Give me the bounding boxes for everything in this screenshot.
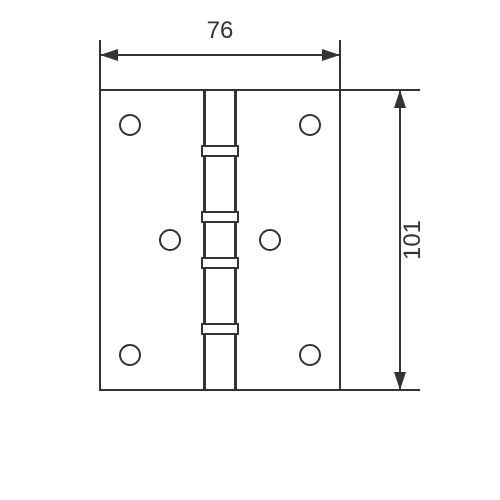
screw-hole — [300, 115, 320, 135]
hinge-leaf-right — [236, 90, 340, 390]
dim-arrow — [394, 372, 406, 390]
knuckle-segment — [205, 222, 235, 258]
dim-label-height: 101 — [399, 220, 426, 260]
screw-hole — [300, 345, 320, 365]
knuckle-bearing-ring — [202, 324, 238, 334]
knuckle-segment — [205, 90, 235, 146]
knuckle-bearing-ring — [202, 258, 238, 268]
screw-hole — [120, 115, 140, 135]
knuckle-bearing-ring — [202, 212, 238, 222]
hinge-leaf-left — [100, 90, 204, 390]
knuckle-bearing-ring — [202, 146, 238, 156]
hinge-technical-drawing: 76 101 — [0, 0, 500, 500]
knuckle-segment — [205, 156, 235, 212]
dim-arrow — [100, 49, 118, 61]
dim-arrow — [322, 49, 340, 61]
dim-label-width: 76 — [207, 17, 234, 44]
screw-hole — [260, 230, 280, 250]
screw-hole — [120, 345, 140, 365]
knuckle-segment — [205, 268, 235, 324]
screw-hole — [160, 230, 180, 250]
knuckle-segment — [205, 334, 235, 390]
dim-arrow — [394, 90, 406, 108]
